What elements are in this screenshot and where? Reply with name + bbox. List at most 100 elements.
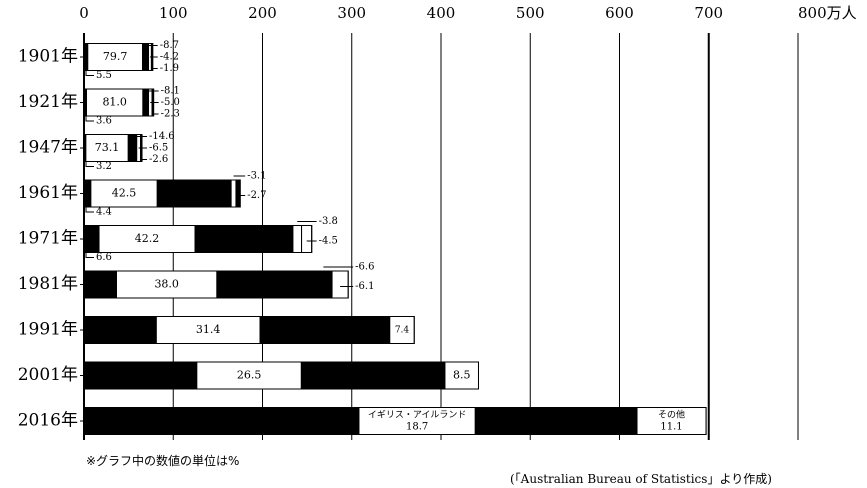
segment-label: 38.0 [154, 278, 179, 291]
bar-segment [115, 270, 218, 299]
callout-line [85, 252, 94, 258]
bar-segment [314, 270, 333, 299]
year-label: 1901年 [18, 47, 78, 67]
bar-segment [400, 361, 446, 390]
callout-label: -3.1 [247, 171, 266, 182]
bar-outline [83, 407, 707, 435]
callout-label: -6.5 [149, 143, 168, 154]
bar-segment [235, 179, 241, 208]
callout-line [85, 207, 94, 213]
bar-segment [83, 316, 157, 344]
year-label: 2001年 [18, 365, 78, 385]
x-tick-label: 500 [516, 4, 545, 22]
x-tick-label: 800万人 [798, 4, 857, 22]
callout-label: -6.1 [355, 281, 374, 292]
x-tick-label: 100 [159, 4, 188, 22]
year-label: 1971年 [18, 229, 78, 249]
segment-label: 42.2 [135, 232, 160, 245]
bar-segment [194, 225, 294, 253]
callout-label: -6.6 [355, 262, 374, 273]
bar-outline [83, 316, 415, 344]
callout-label: -4.2 [160, 52, 179, 63]
bar-segment [292, 225, 303, 253]
bar-segment [230, 179, 237, 208]
year-label: 1991年 [18, 320, 78, 340]
segment-label: 47.3 [182, 187, 207, 200]
bar-segment [358, 407, 476, 435]
segment-label: 7.4 [395, 326, 410, 336]
callout-label: -2.6 [149, 154, 168, 165]
year-label: 1947年 [18, 138, 78, 158]
bar-outline [83, 225, 313, 253]
segment-value: 18.7 [406, 422, 428, 433]
segment-label: 12.3 [88, 278, 113, 291]
segment-label: 28.6 [128, 369, 153, 382]
bar-segment [83, 225, 100, 253]
segment-value: 15.4 [512, 422, 534, 433]
year-label: 2016年 [18, 411, 78, 431]
segment-label: その他 [658, 409, 685, 421]
bar-segment [216, 270, 316, 299]
bar-outline [83, 361, 479, 390]
year-label: 1981年 [18, 274, 78, 294]
segment-label: 30.2 [298, 323, 323, 336]
callout-label: -8.1 [161, 86, 180, 97]
callout-label: -5.0 [161, 97, 180, 108]
segment-label: 31.4 [196, 323, 221, 336]
segment-label: 37.0 [254, 278, 279, 291]
segment-label: その他のヨーロッパ [483, 409, 564, 421]
callout-label: 3.6 [96, 116, 112, 127]
segment-label: イギリス・アイルランド [368, 410, 467, 421]
x-tick-label: 600 [605, 4, 634, 22]
x-tick-label: 400 [427, 4, 456, 22]
x-tick-label: 700 [694, 4, 723, 22]
segment-label: 9.1 [366, 323, 384, 336]
chart-source: (「Australian Bureau of Statistics」より作成) [510, 472, 772, 486]
bar-segment [127, 134, 138, 162]
segment-label: 43.0 [232, 232, 257, 245]
segment-label: オセアニア [582, 410, 627, 421]
callout-line [85, 161, 94, 167]
callout-label: -3.8 [319, 216, 338, 227]
x-tick-label: 0 [79, 4, 89, 22]
year-label: 1921年 [18, 92, 78, 112]
callout-label: -4.5 [319, 236, 338, 247]
bar-outline [83, 179, 241, 208]
bar-outline [83, 270, 349, 299]
callout-label: 3.2 [96, 161, 112, 172]
chart-note: ※グラフ中の数値の単位は% [86, 454, 240, 468]
segment-label: 8.5 [453, 369, 471, 382]
callout-label: -14.6 [149, 131, 175, 142]
bar-segment [142, 43, 150, 71]
callout-label: 5.5 [96, 70, 112, 81]
bar-segment [155, 316, 261, 344]
segment-label: 26.5 [237, 369, 262, 382]
segment-value: 10.6 [593, 422, 615, 433]
segment-label: 79.7 [103, 50, 128, 63]
bar-segment [196, 361, 302, 390]
segment-label: 11.2 [411, 369, 436, 382]
callout-label: -8.7 [160, 40, 179, 51]
segment-label: 81.0 [102, 96, 127, 109]
callout-label: -2.7 [247, 190, 266, 201]
callout-label: -2.3 [161, 109, 180, 120]
year-label: 1961年 [18, 183, 78, 203]
callout-label: 6.6 [96, 252, 112, 263]
segment-value: 11.1 [660, 422, 682, 433]
segment-label: 25.2 [339, 369, 364, 382]
callout-label: 4.4 [96, 207, 112, 218]
segment-label: 21.9 [108, 323, 133, 336]
callout-line [85, 70, 94, 76]
bar-segment [331, 270, 349, 299]
segment-label: 73.1 [95, 141, 120, 154]
bar-segment [83, 270, 117, 299]
bar-segment [301, 225, 313, 253]
x-tick-label: 200 [248, 4, 277, 22]
bar-segment [142, 88, 150, 117]
bar-segment [83, 43, 89, 71]
callout-line [85, 116, 94, 122]
segment-label: 42.5 [112, 187, 137, 200]
x-tick-label: 300 [337, 4, 366, 22]
bar-segment [474, 407, 572, 435]
